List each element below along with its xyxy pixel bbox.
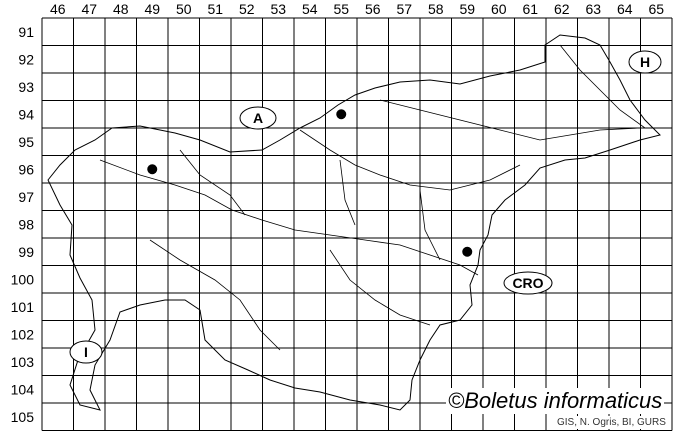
- row-label: 95: [18, 134, 34, 150]
- row-label: 100: [11, 271, 35, 287]
- row-label: 105: [11, 409, 35, 425]
- country-ellipse: [239, 106, 277, 130]
- country-code: A: [253, 110, 263, 126]
- country-ellipse: [503, 271, 553, 295]
- row-label: 93: [18, 79, 34, 95]
- row-label: 102: [11, 326, 35, 342]
- column-label: 57: [396, 1, 412, 17]
- country-border: [47, 34, 661, 411]
- column-label: 55: [333, 1, 349, 17]
- column-label: 64: [617, 1, 633, 17]
- column-label: 60: [491, 1, 507, 17]
- column-label: 51: [207, 1, 223, 17]
- column-label: 53: [270, 1, 286, 17]
- column-label: 61: [522, 1, 538, 17]
- country-code: CRO: [512, 275, 543, 291]
- row-label: 94: [18, 106, 34, 122]
- records-layer: [147, 109, 473, 257]
- country-label-h: H: [628, 50, 662, 74]
- row-label: 91: [18, 24, 34, 40]
- column-label: 49: [144, 1, 160, 17]
- grid-labels: 46 47 48 49 50 51 52 53 54 55 56 57 58 59 60 61 62 63 64 65…: [11, 1, 665, 425]
- row-label: 104: [11, 381, 35, 397]
- grid-lines: [41, 17, 673, 431]
- country-ellipse: [69, 340, 103, 364]
- copyright-text: ©Boletus informaticus: [446, 388, 665, 414]
- column-label: 56: [365, 1, 381, 17]
- row-label: 96: [18, 161, 34, 177]
- country-label-i: I: [69, 340, 103, 364]
- row-label: 99: [18, 244, 34, 260]
- column-label: 46: [50, 1, 66, 17]
- column-label: 59: [459, 1, 475, 17]
- row-label: 103: [11, 354, 35, 370]
- record-dot: [462, 246, 473, 257]
- column-label: 62: [554, 1, 570, 17]
- row-label: 98: [18, 216, 34, 232]
- column-label: 52: [239, 1, 255, 17]
- column-label: 48: [113, 1, 129, 17]
- credit-text: GIS, N. Ogris, BI, GURS: [555, 416, 668, 429]
- column-label: 65: [648, 1, 664, 17]
- column-label: 47: [81, 1, 97, 17]
- column-label: 50: [176, 1, 192, 17]
- column-label: 58: [428, 1, 444, 17]
- rivers: [99, 44, 646, 351]
- country-labels: A H CRO I: [69, 50, 662, 364]
- country-ellipse: [628, 50, 662, 74]
- column-label: 54: [302, 1, 318, 17]
- column-label: 63: [585, 1, 601, 17]
- country-label-a: A: [239, 106, 277, 130]
- country-code: H: [640, 54, 650, 70]
- country-code: I: [84, 344, 88, 360]
- row-label: 101: [11, 299, 35, 315]
- country-label-cro: CRO: [503, 271, 553, 295]
- record-dot: [147, 164, 158, 175]
- row-label: 97: [18, 189, 34, 205]
- record-dot: [336, 109, 347, 120]
- row-label: 92: [18, 51, 34, 67]
